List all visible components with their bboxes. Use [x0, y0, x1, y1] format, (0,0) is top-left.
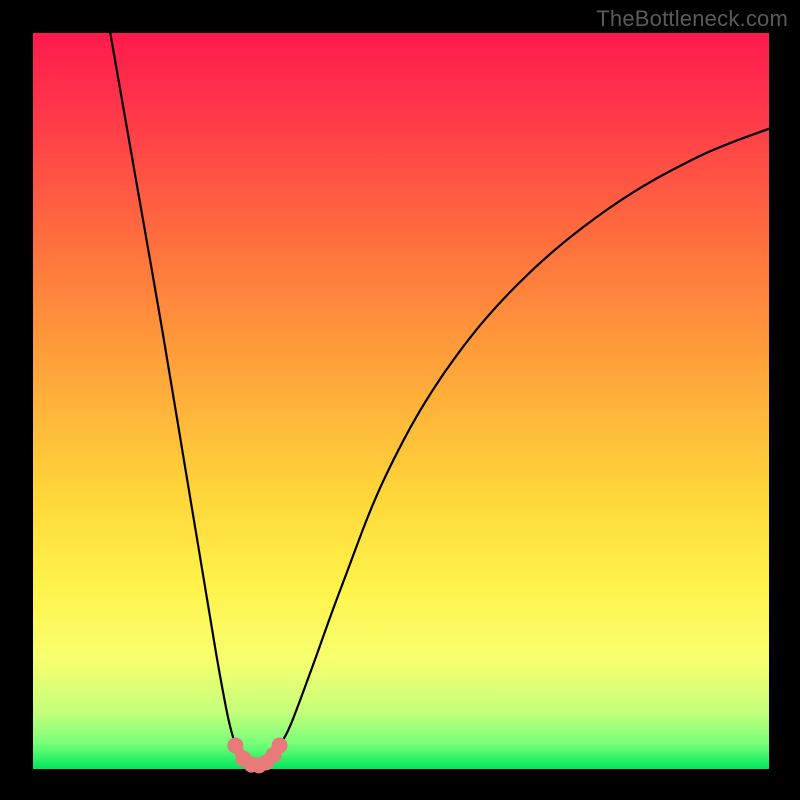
chart-frame: TheBottleneck.com	[0, 0, 800, 800]
marker-dot	[227, 737, 243, 753]
marker-group	[227, 737, 287, 773]
curve-left-branch	[110, 33, 235, 745]
plot-area	[33, 33, 769, 769]
bottleneck-curve-svg	[33, 33, 769, 769]
marker-dot	[272, 737, 288, 753]
watermark-text: TheBottleneck.com	[596, 6, 788, 32]
curve-right-branch	[280, 129, 769, 746]
